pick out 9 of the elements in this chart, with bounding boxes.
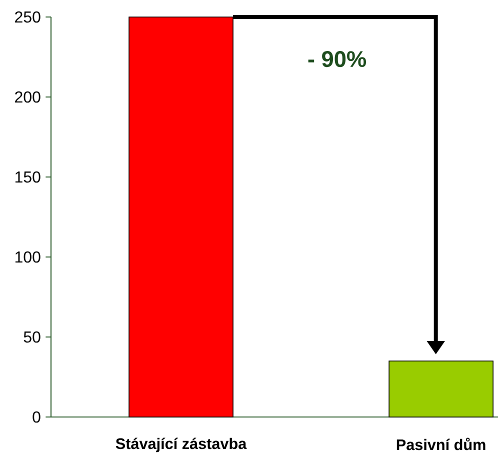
x-tick-label: Pasivní dům: [396, 438, 486, 450]
y-tick-label: 100: [15, 251, 40, 263]
y-tick-label: 200: [15, 91, 40, 103]
y-tick-label: 50: [24, 331, 40, 343]
x-tick-label: Stávající zástavba: [116, 438, 247, 452]
y-tick-label: 0: [32, 411, 40, 423]
y-tick-label: 150: [15, 171, 40, 183]
annotation: - 90%: [308, 51, 366, 68]
y-tick-label: 250: [15, 11, 40, 23]
